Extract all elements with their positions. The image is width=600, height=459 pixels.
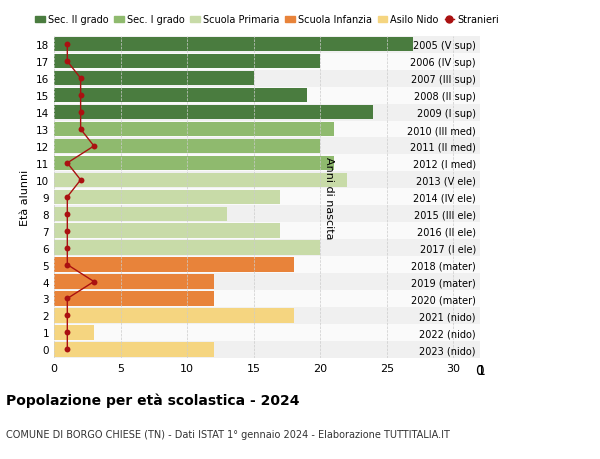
Bar xyxy=(54,88,480,104)
Bar xyxy=(54,123,334,137)
Bar xyxy=(54,121,480,138)
Legend: Sec. II grado, Sec. I grado, Scuola Primaria, Scuola Infanzia, Asilo Nido, Stran: Sec. II grado, Sec. I grado, Scuola Prim… xyxy=(35,16,499,25)
Bar xyxy=(54,291,480,307)
Bar xyxy=(54,106,373,120)
Text: Popolazione per età scolastica - 2024: Popolazione per età scolastica - 2024 xyxy=(6,392,299,407)
Bar xyxy=(54,190,280,205)
Bar xyxy=(54,275,214,289)
Point xyxy=(62,58,72,66)
Bar xyxy=(54,224,280,238)
Bar xyxy=(54,72,254,86)
Bar xyxy=(54,324,480,341)
Point xyxy=(62,160,72,167)
Text: COMUNE DI BORGO CHIESE (TN) - Dati ISTAT 1° gennaio 2024 - Elaborazione TUTTITAL: COMUNE DI BORGO CHIESE (TN) - Dati ISTAT… xyxy=(6,429,450,439)
Bar xyxy=(54,54,480,71)
Bar xyxy=(54,37,480,54)
Bar xyxy=(54,241,320,255)
Bar xyxy=(54,104,480,121)
Point xyxy=(76,126,85,134)
Bar xyxy=(54,307,480,324)
Point xyxy=(76,75,85,83)
Bar xyxy=(54,206,480,223)
Point xyxy=(76,92,85,100)
Point xyxy=(62,346,72,353)
Point xyxy=(62,261,72,269)
Bar xyxy=(54,173,347,188)
Bar xyxy=(54,138,480,155)
Point xyxy=(62,245,72,252)
Bar xyxy=(54,308,293,323)
Bar xyxy=(54,342,214,357)
Bar xyxy=(54,291,214,306)
Bar xyxy=(54,140,320,154)
Bar xyxy=(54,155,480,172)
Point xyxy=(62,211,72,218)
Bar xyxy=(54,341,480,358)
Point xyxy=(62,312,72,319)
Bar xyxy=(54,223,480,240)
Bar xyxy=(54,89,307,103)
Point xyxy=(62,329,72,336)
Bar xyxy=(54,157,334,171)
Bar xyxy=(54,207,227,222)
Point xyxy=(62,41,72,49)
Bar xyxy=(54,325,94,340)
Y-axis label: Età alunni: Età alunni xyxy=(20,169,31,225)
Point xyxy=(76,177,85,184)
Point xyxy=(62,194,72,201)
Bar xyxy=(54,38,413,52)
Bar xyxy=(54,257,480,274)
Point xyxy=(89,278,99,285)
Bar xyxy=(54,274,480,291)
Bar xyxy=(54,189,480,206)
Point xyxy=(89,143,99,150)
Bar xyxy=(54,55,320,69)
Bar xyxy=(54,258,293,272)
Y-axis label: Anni di nascita: Anni di nascita xyxy=(324,156,334,239)
Point xyxy=(62,295,72,302)
Point xyxy=(62,228,72,235)
Point xyxy=(76,109,85,117)
Bar xyxy=(54,71,480,88)
Bar xyxy=(54,172,480,189)
Bar xyxy=(54,240,480,257)
